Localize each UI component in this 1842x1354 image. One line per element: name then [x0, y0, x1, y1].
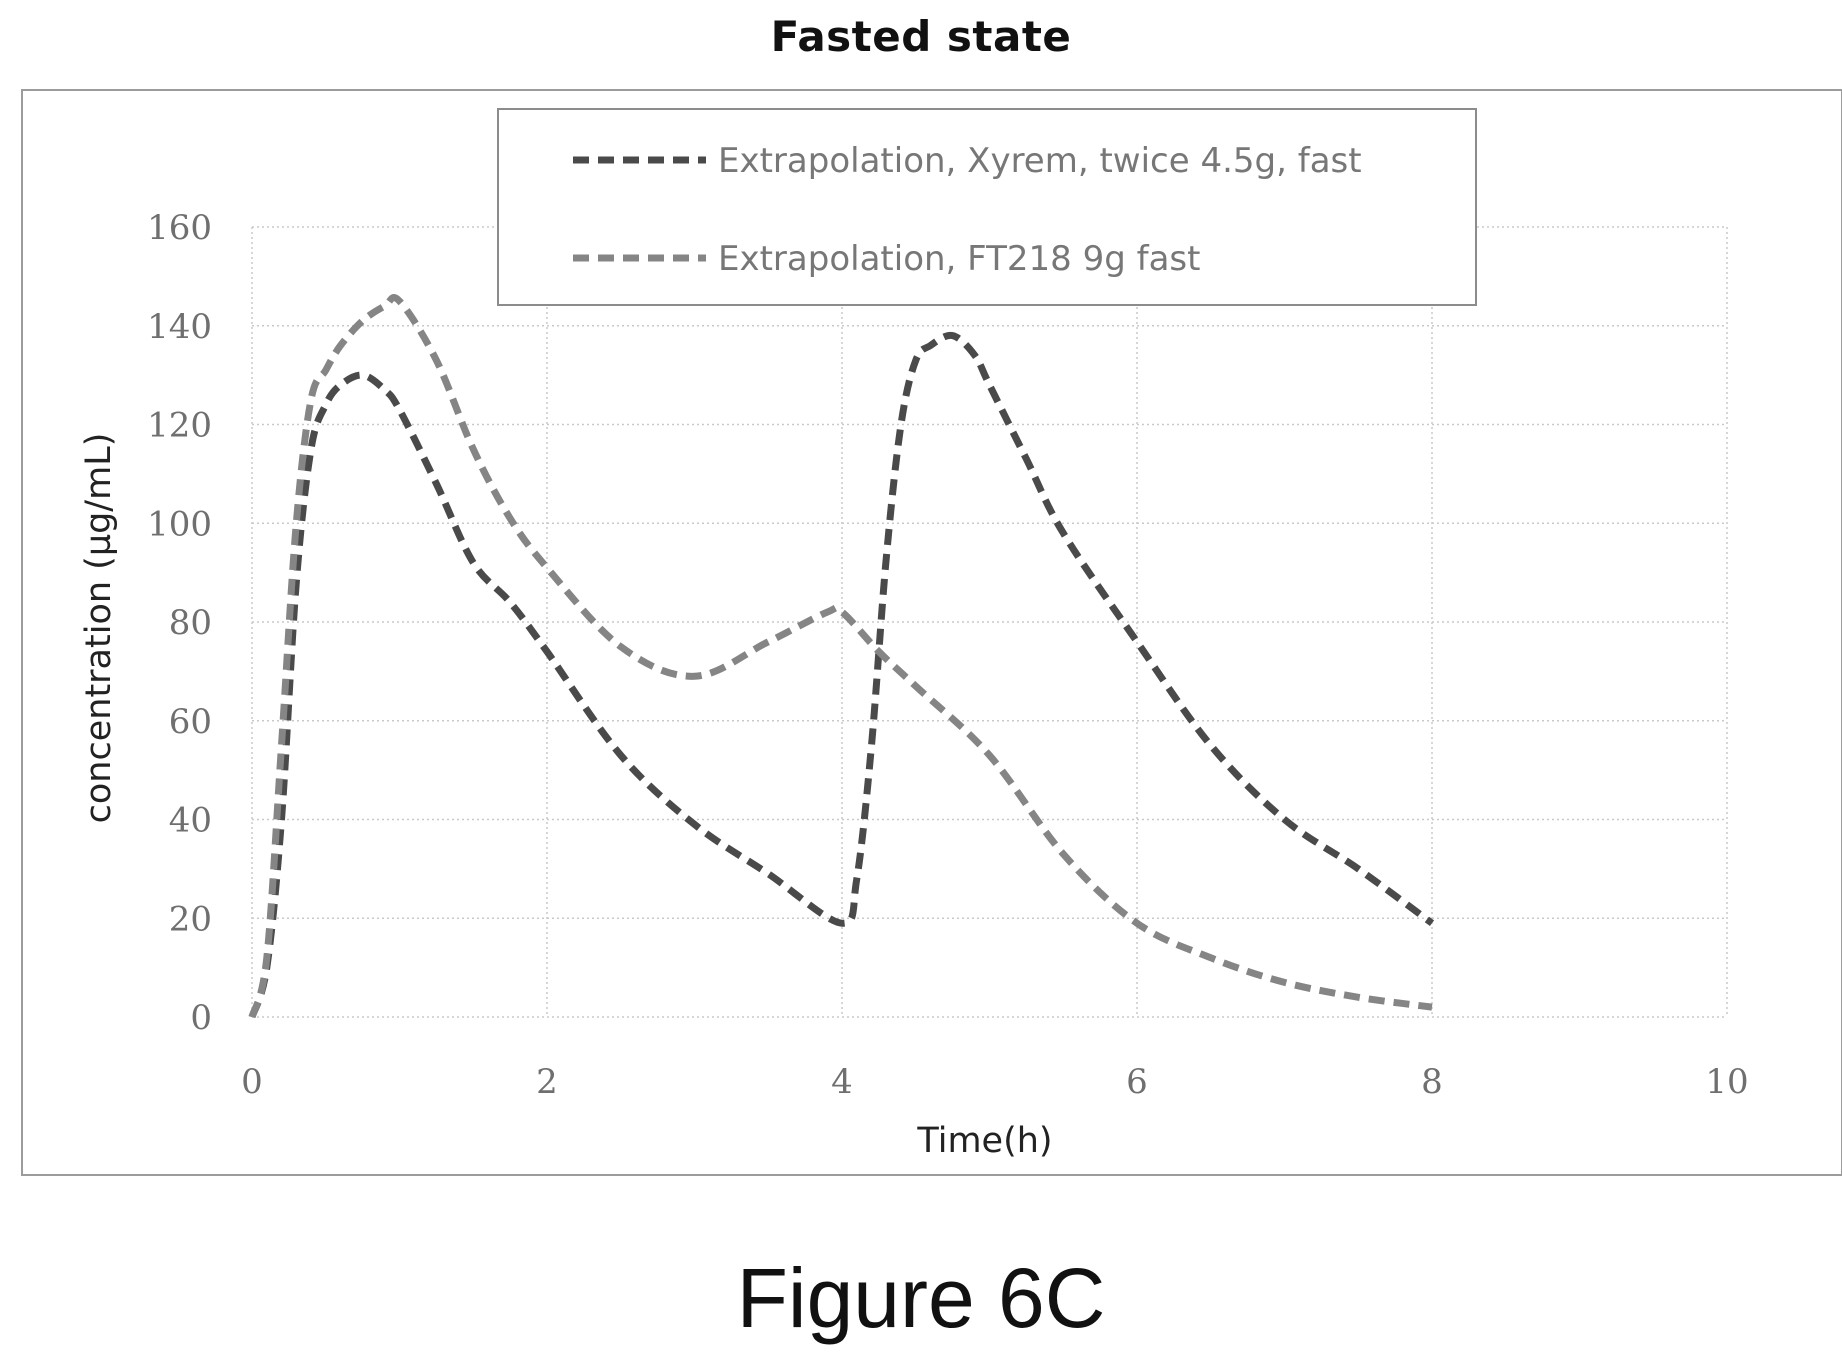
x-tick-label: 4: [831, 1062, 853, 1102]
y-tick-label: 20: [169, 899, 212, 939]
x-tick-label: 6: [1126, 1062, 1148, 1102]
tick-labels: 0 20 40 60 80 100 120 140 160 0 2 4 6 8 10: [147, 208, 1749, 1102]
y-axis-title: concentration (µg/mL): [79, 433, 119, 824]
y-tick-label: 0: [190, 998, 212, 1038]
y-tick-label: 80: [169, 603, 212, 643]
series-line-1: [248, 331, 1435, 1019]
chart-frame: [21, 89, 1842, 1176]
figure-caption: Figure 6C: [736, 1251, 1106, 1345]
legend: Extrapolation, Xyrem, twice 4.5g, fast Ex…: [497, 108, 1477, 306]
series-line-2: [248, 294, 1433, 1019]
x-tick-label: 2: [536, 1062, 558, 1102]
legend-label-2: Extrapolation, FT218 9g fast: [718, 239, 1200, 279]
x-tick-label: 10: [1705, 1062, 1748, 1102]
legend-box: [497, 108, 1477, 306]
x-tick-label: 8: [1421, 1062, 1443, 1102]
legend-label-1: Extrapolation, Xyrem, twice 4.5g, fast: [718, 141, 1362, 181]
y-tick-label: 60: [169, 702, 212, 742]
y-tick-label: 120: [147, 406, 212, 446]
gridlines: [251, 226, 1728, 1018]
y-tick-label: 160: [147, 208, 212, 248]
y-tick-label: 140: [147, 307, 212, 347]
series-lines: [248, 294, 1435, 1019]
y-tick-label: 100: [147, 504, 212, 544]
y-tick-label: 40: [169, 801, 212, 841]
legend-entries: Extrapolation, Xyrem, twice 4.5g, fast Ex…: [573, 141, 1362, 279]
chart-title: Fasted state: [770, 12, 1072, 61]
x-axis-title: Time(h): [916, 1121, 1052, 1161]
x-tick-label: 0: [241, 1062, 263, 1102]
